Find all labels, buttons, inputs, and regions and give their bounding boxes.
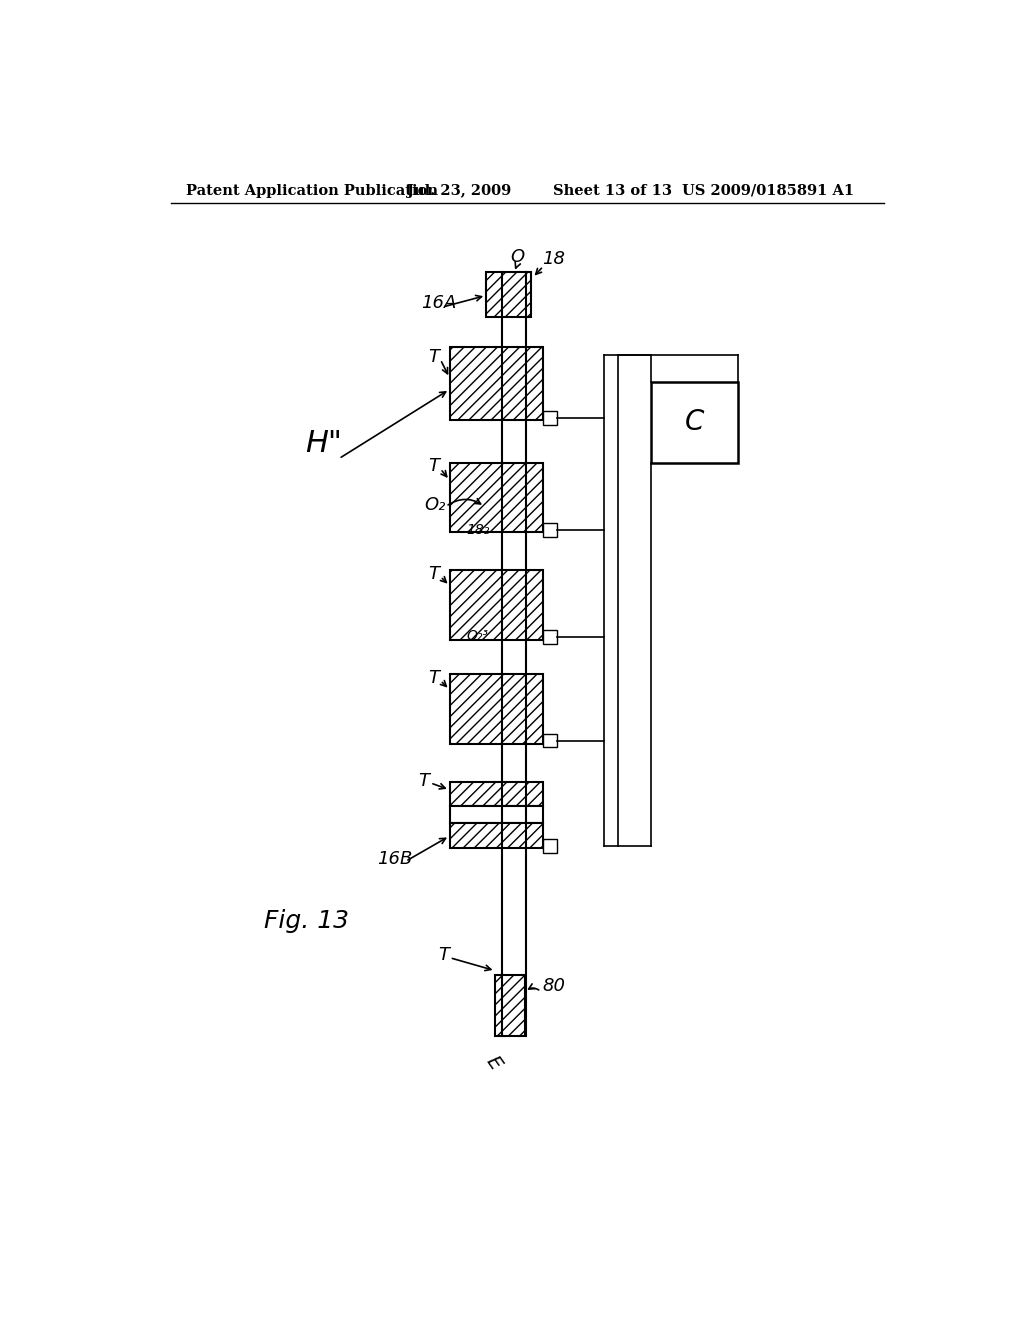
Text: US 2009/0185891 A1: US 2009/0185891 A1 <box>682 183 854 198</box>
Bar <box>450 807 543 822</box>
Text: Sheet 13 of 13: Sheet 13 of 13 <box>553 183 672 198</box>
Text: 16A: 16A <box>421 294 457 312</box>
Text: E: E <box>482 1052 505 1073</box>
Text: T: T <box>429 565 439 583</box>
Text: Patent Application Publication: Patent Application Publication <box>186 183 438 198</box>
Text: T: T <box>429 348 439 366</box>
Bar <box>450 570 543 640</box>
Bar <box>450 822 543 847</box>
Bar <box>450 675 543 743</box>
Text: O₂: O₂ <box>424 496 445 513</box>
Bar <box>544 840 557 853</box>
Bar <box>651 381 738 462</box>
Text: O: O <box>510 248 524 265</box>
Text: C: C <box>685 408 705 436</box>
Text: Fig. 13: Fig. 13 <box>263 908 348 933</box>
Text: T: T <box>429 458 439 475</box>
Text: O₂³: O₂³ <box>467 628 488 643</box>
Text: 16B: 16B <box>378 850 413 869</box>
Bar <box>496 974 525 1036</box>
Text: T: T <box>429 669 439 688</box>
Bar <box>450 781 543 807</box>
Bar <box>450 347 543 420</box>
Text: H": H" <box>305 429 342 458</box>
Text: Jul. 23, 2009: Jul. 23, 2009 <box>407 183 511 198</box>
Bar <box>450 462 543 532</box>
Text: T: T <box>419 772 430 789</box>
Bar <box>544 411 557 425</box>
Bar <box>544 524 557 537</box>
Text: T: T <box>438 946 449 965</box>
Bar <box>544 630 557 644</box>
Bar <box>544 734 557 747</box>
Text: 18: 18 <box>542 249 565 268</box>
Bar <box>486 272 531 317</box>
Text: 80: 80 <box>543 977 565 995</box>
Text: 18₂: 18₂ <box>467 523 490 537</box>
